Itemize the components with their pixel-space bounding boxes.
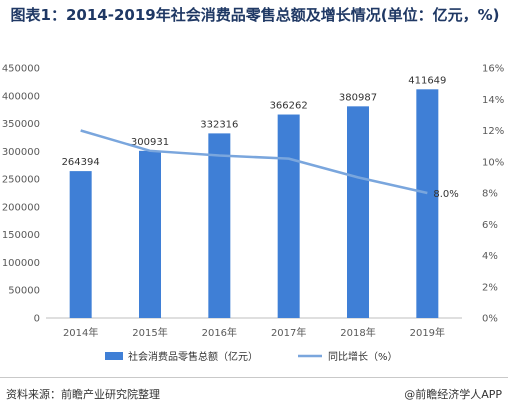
x-tick-label: 2016年 <box>202 326 237 339</box>
x-tick-label: 2019年 <box>410 326 445 339</box>
legend-bar-label: 社会消费品零售总额（亿元） <box>128 350 258 363</box>
y-left-tick-label: 150000 <box>2 230 40 241</box>
y-left-tick-label: 350000 <box>2 119 40 130</box>
bar-value-label: 411649 <box>408 75 446 86</box>
bar-value-label: 300931 <box>131 137 169 148</box>
y-left-tick-label: 450000 <box>2 64 40 75</box>
y-left-tick-label: 300000 <box>2 147 40 158</box>
bar <box>139 150 161 318</box>
y-left-tick-label: 250000 <box>2 175 40 186</box>
y-right-tick-label: 10% <box>482 157 504 168</box>
bar-value-label: 366262 <box>270 101 308 112</box>
bar <box>208 133 231 318</box>
y-right-tick-label: 14% <box>482 95 504 106</box>
y-left-tick-label: 0 <box>34 314 40 325</box>
y-right-tick-label: 2% <box>482 282 498 293</box>
x-tick-label: 2014年 <box>63 326 98 339</box>
bar-value-label: 264394 <box>62 157 100 168</box>
y-right-tick-label: 6% <box>482 220 498 231</box>
bar-value-label: 332316 <box>200 119 238 130</box>
y-right-tick-label: 12% <box>482 126 504 137</box>
y-right-tick-label: 4% <box>482 251 498 262</box>
bar <box>69 171 92 318</box>
legend-bar-swatch <box>105 352 123 360</box>
y-right-tick-label: 16% <box>482 64 504 75</box>
footer-divider <box>0 377 508 378</box>
growth-line <box>80 129 428 195</box>
legend-line-label: 同比增长（%） <box>328 350 398 363</box>
y-left-tick-label: 100000 <box>2 258 40 269</box>
x-tick-label: 2017年 <box>271 326 306 339</box>
bar <box>277 114 300 318</box>
x-tick-label: 2018年 <box>340 326 375 339</box>
y-left-tick-label: 400000 <box>2 91 40 102</box>
bar <box>347 106 369 319</box>
y-right-tick-label: 0% <box>482 314 498 325</box>
line-end-label: 8.0% <box>433 189 458 200</box>
y-left-tick-label: 50000 <box>8 286 40 297</box>
source-note: 资料来源：前瞻产业研究院整理 <box>6 387 160 401</box>
bar <box>416 89 439 318</box>
bar-value-label: 380987 <box>339 92 377 103</box>
y-right-tick-label: 8% <box>482 189 498 200</box>
y-left-tick-label: 200000 <box>2 202 40 213</box>
brand-label: @前瞻经济学人APP <box>404 387 502 401</box>
x-tick-label: 2015年 <box>132 326 167 339</box>
chart-title: 图表1：2014-2019年社会消费品零售总额及增长情况(单位：亿元，%) <box>10 6 500 24</box>
